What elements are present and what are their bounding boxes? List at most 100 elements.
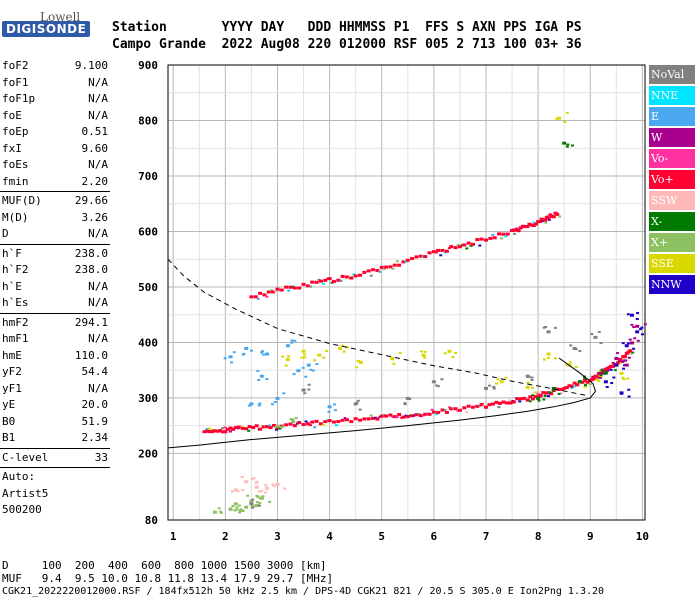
- scatter-point: [492, 385, 496, 388]
- scatter-point: [408, 398, 412, 401]
- trace-point: [414, 413, 419, 417]
- trace-point: [340, 274, 345, 278]
- trace-point: [271, 290, 276, 294]
- scatter-point: [355, 366, 359, 369]
- trace-point: [484, 238, 488, 242]
- y-tick-label: 800: [138, 114, 158, 127]
- scatter-point: [358, 408, 362, 411]
- scatter-point: [531, 386, 535, 389]
- scatter-point: [609, 368, 613, 371]
- param-label: foF1: [2, 75, 29, 89]
- param-label: hmF1: [2, 332, 29, 345]
- trace-point: [559, 387, 564, 391]
- trace-point: [423, 255, 428, 259]
- trace-point: [265, 295, 269, 298]
- scatter-point: [629, 341, 634, 345]
- scatter-point: [265, 486, 270, 490]
- trace-point: [507, 399, 511, 402]
- trace-point: [323, 278, 328, 282]
- scatter-point: [273, 426, 277, 429]
- scatter-point: [620, 392, 624, 395]
- scatter-point: [636, 339, 640, 342]
- trace-point: [274, 289, 278, 292]
- trace-point: [265, 425, 270, 429]
- trace-point: [228, 426, 233, 430]
- x-tick-label: 9: [587, 530, 594, 543]
- scatter-point: [565, 111, 569, 114]
- x-tick-label: 8: [535, 530, 542, 543]
- trace-point: [583, 385, 587, 388]
- scatter-point: [325, 350, 329, 353]
- trace-point: [308, 285, 312, 288]
- scatter-point: [356, 359, 360, 362]
- trace-point: [375, 417, 380, 421]
- trace-point: [457, 408, 462, 412]
- param-label: h`Es: [2, 296, 29, 309]
- trace-point: [362, 417, 367, 421]
- scatter-point: [619, 371, 624, 375]
- scatter-point: [301, 366, 305, 369]
- trace-point: [353, 274, 358, 278]
- scatter-point: [392, 362, 396, 365]
- trace-point: [208, 427, 212, 430]
- legend-item: Vo-: [649, 149, 695, 168]
- trace-point: [434, 251, 438, 254]
- scatter-point: [598, 371, 603, 375]
- scatter-point: [635, 330, 640, 334]
- param-value: N/A: [88, 92, 108, 105]
- trace-point: [334, 424, 338, 427]
- trace-point: [397, 412, 402, 416]
- scatter-point: [272, 485, 276, 488]
- x-tick-label: 2: [222, 530, 229, 543]
- trace-point: [533, 395, 538, 399]
- trace-point: [551, 215, 556, 219]
- scatter-point: [617, 360, 621, 363]
- scatter-point: [345, 346, 349, 349]
- scatter-point: [275, 482, 280, 486]
- trace-point: [596, 377, 600, 380]
- param-label: foF2: [2, 59, 29, 72]
- trace-point: [518, 226, 523, 230]
- scatter-point: [356, 399, 360, 402]
- trace-point: [220, 430, 225, 434]
- header-row-1: Station YYYY DAY DDD HHMMSS P1 FFS S AXN…: [112, 20, 582, 35]
- scatter-point: [284, 364, 288, 367]
- trace-point: [275, 428, 278, 431]
- scatter-point: [268, 500, 272, 503]
- scatter-point: [251, 498, 255, 501]
- scatter-point: [301, 388, 306, 392]
- logo-lowell: Lowell: [40, 10, 81, 24]
- scatter-point: [640, 326, 644, 329]
- trace-point: [444, 249, 449, 253]
- scatter-point: [568, 361, 572, 364]
- scatter-point: [605, 386, 609, 389]
- trace-point: [631, 351, 635, 354]
- scatter-point: [313, 359, 317, 362]
- trace-point: [616, 361, 621, 365]
- trace-point: [391, 267, 395, 270]
- trace-point: [546, 395, 550, 398]
- x-tick-label: 4: [326, 530, 333, 543]
- trace-point: [369, 274, 373, 277]
- trace-point: [515, 397, 520, 401]
- trace-point: [397, 263, 402, 267]
- param-label: h`F2: [2, 263, 29, 276]
- trace-point: [314, 280, 319, 284]
- trace-point: [494, 400, 499, 404]
- trace-point: [379, 414, 384, 418]
- scatter-point: [542, 358, 546, 361]
- trace-point: [431, 250, 436, 254]
- param-label: yF1: [2, 381, 22, 395]
- trace-point: [275, 426, 280, 430]
- scatter-point: [527, 375, 531, 378]
- scatter-point: [629, 313, 634, 317]
- param-value: N/A: [88, 75, 108, 89]
- scatter-point: [257, 404, 261, 407]
- scatter-point: [338, 346, 343, 350]
- trace-point: [358, 273, 363, 277]
- scatter-point: [290, 339, 294, 342]
- scatter-point: [233, 509, 237, 512]
- trace-point: [254, 424, 259, 428]
- scatter-point: [499, 380, 504, 384]
- scatter-point: [641, 333, 645, 336]
